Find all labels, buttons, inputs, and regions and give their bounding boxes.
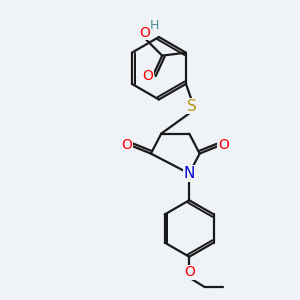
Text: O: O [139,26,150,40]
Text: O: O [122,138,133,152]
Text: O: O [142,69,153,83]
Text: N: N [184,166,195,181]
Text: H: H [150,19,159,32]
Text: O: O [184,265,195,279]
Text: S: S [187,99,197,114]
Text: O: O [218,138,229,152]
